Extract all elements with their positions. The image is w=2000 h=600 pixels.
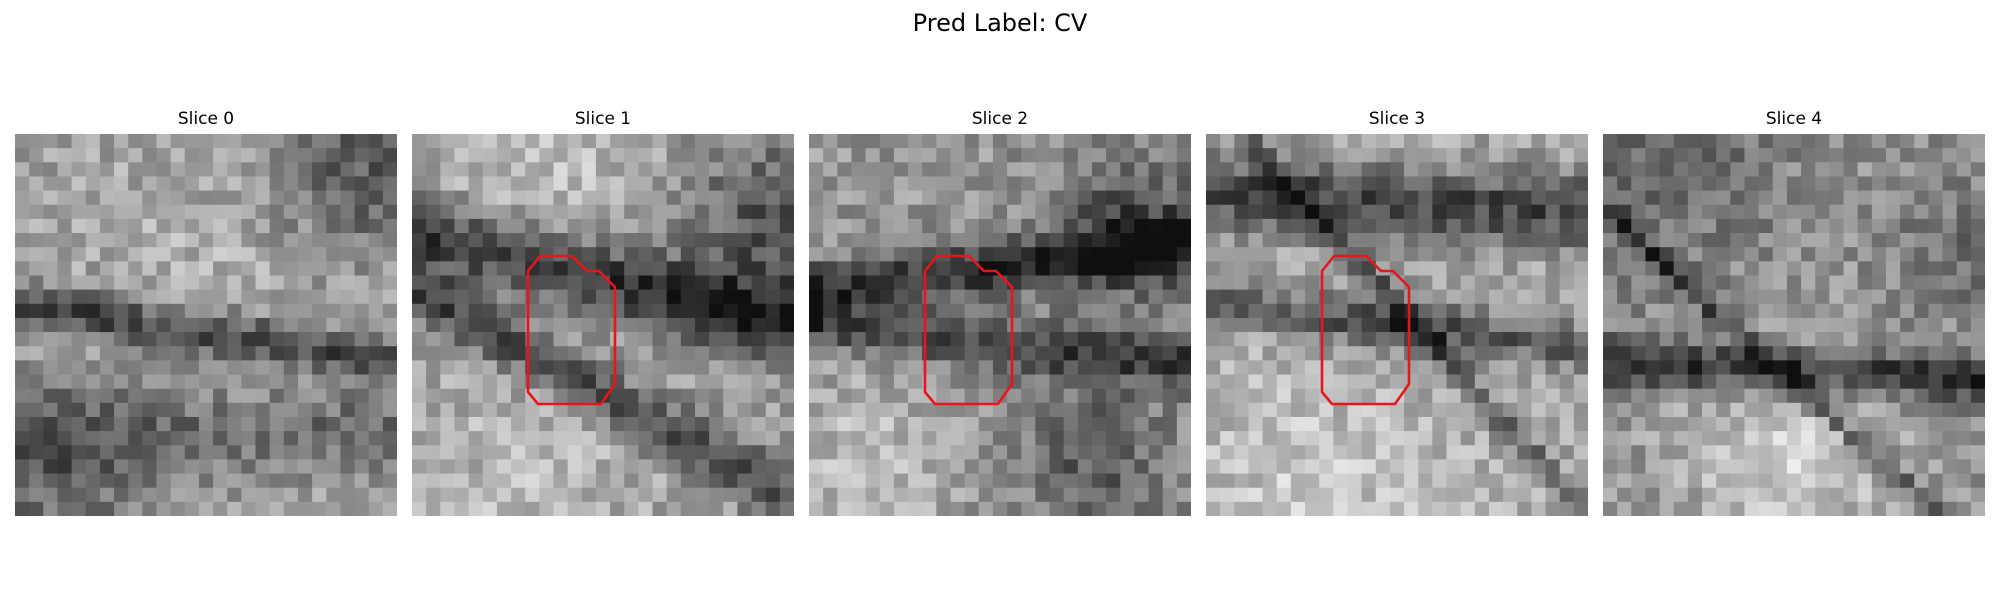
- slice-title: Slice 3: [1368, 109, 1426, 129]
- prediction-contour: [923, 254, 1014, 406]
- slice-image: [1206, 134, 1588, 516]
- slice-title: Slice 1: [574, 109, 632, 129]
- prediction-contour: [1320, 254, 1411, 406]
- figure-title: Pred Label: CV: [912, 9, 1088, 37]
- slice-image: [1603, 134, 1985, 516]
- slice-image: [412, 134, 794, 516]
- prediction-contour: [526, 254, 617, 406]
- slice-title: Slice 4: [1765, 109, 1823, 129]
- slice-image: [809, 134, 1191, 516]
- slice-title: Slice 2: [971, 109, 1029, 129]
- slice-image: [15, 134, 397, 516]
- slice-title: Slice 0: [177, 109, 235, 129]
